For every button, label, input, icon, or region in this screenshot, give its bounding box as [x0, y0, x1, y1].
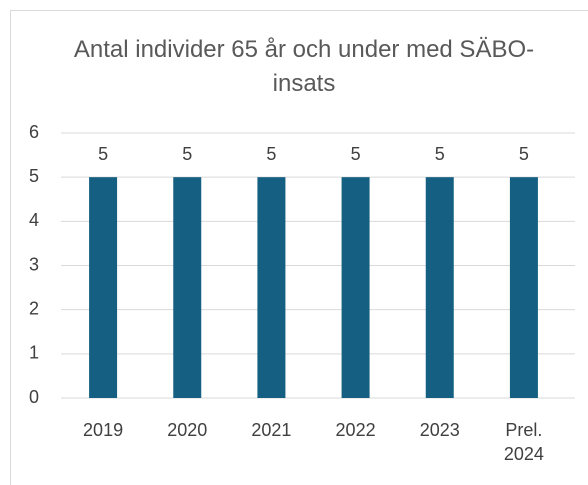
y-tick-label: 4 — [29, 210, 39, 230]
bar — [173, 177, 202, 398]
bar — [89, 177, 118, 398]
chart-frame — [10, 10, 588, 485]
y-tick-label: 1 — [29, 343, 39, 363]
x-tick-label: 2022 — [335, 420, 376, 440]
x-tick-label: 2023 — [419, 420, 460, 440]
x-tick-label: 2020 — [167, 420, 208, 440]
y-tick-label: 2 — [29, 298, 39, 318]
y-tick-label: 5 — [29, 166, 39, 186]
y-tick-label: 6 — [29, 122, 39, 142]
y-tick-label: 0 — [29, 387, 39, 407]
data-label: 5 — [351, 144, 361, 164]
data-label: 5 — [519, 144, 529, 164]
chart-title: Antal individer 65 år och under med SÄBO… — [73, 36, 535, 97]
x-tick-label: 2021 — [251, 420, 292, 440]
bar — [341, 177, 370, 398]
x-tick-label: Prel. 2024 — [503, 420, 544, 464]
bar — [257, 177, 286, 398]
x-tick-label: 2019 — [83, 420, 124, 440]
data-label: 5 — [435, 144, 445, 164]
data-label: 5 — [182, 144, 192, 164]
bar — [509, 177, 538, 398]
data-label: 5 — [98, 144, 108, 164]
bar — [425, 177, 454, 398]
data-label: 5 — [266, 144, 276, 164]
y-tick-label: 3 — [29, 254, 39, 274]
